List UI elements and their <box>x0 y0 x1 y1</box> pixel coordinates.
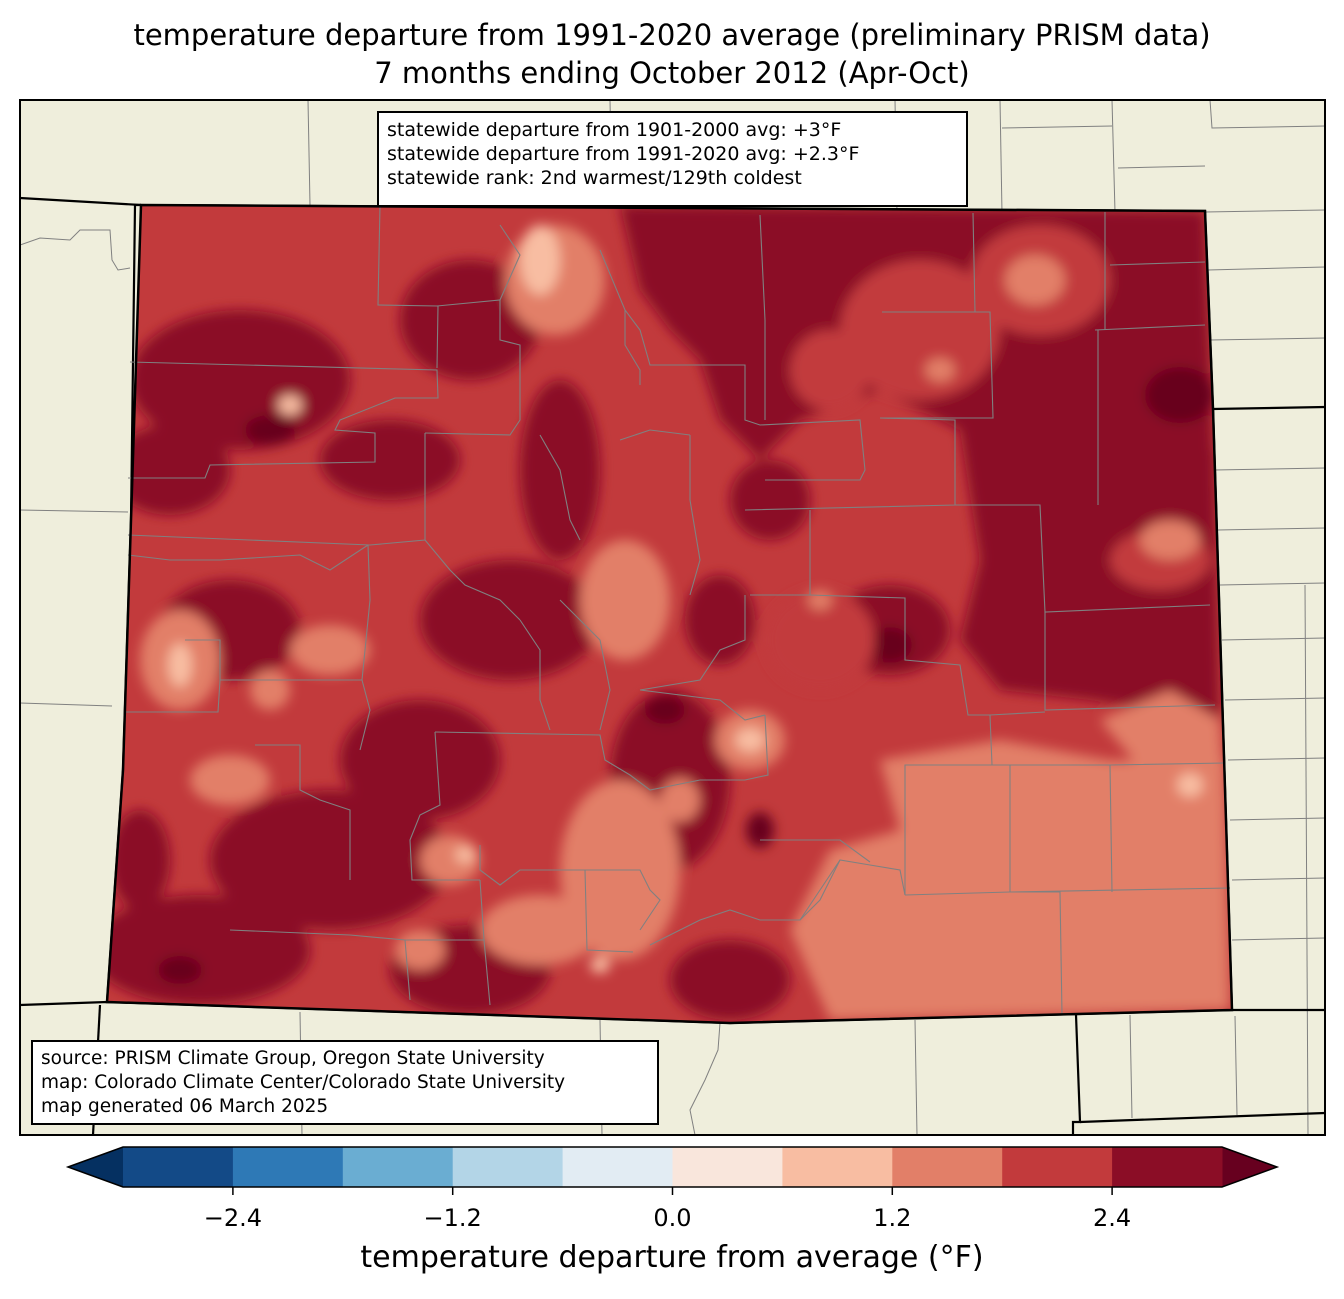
colorbar-tick-label-4: 2.4 <box>1093 1204 1132 1232</box>
colorbar-bin-4 <box>562 1147 673 1187</box>
source-credits-box: source: PRISM Climate Group, Oregon Stat… <box>31 1040 659 1125</box>
colorado-border <box>105 203 1234 1025</box>
colorbar-bin-1 <box>232 1147 344 1187</box>
colorbar-bin-8 <box>1002 1147 1113 1187</box>
colorbar-bin-5 <box>672 1147 783 1187</box>
stats-line-rank: statewide rank: 2nd warmest/129th coldes… <box>387 167 802 189</box>
colorbar-bin-6 <box>782 1147 893 1187</box>
colorbar-bin-9 <box>1112 1147 1223 1187</box>
colorbar-outline <box>65 1146 1280 1188</box>
colorbar-tick-label-1: −1.2 <box>423 1204 482 1232</box>
source-line: source: PRISM Climate Group, Oregon Stat… <box>41 1048 545 1069</box>
colorbar-bin-0 <box>123 1147 234 1187</box>
colorbar <box>65 1146 1280 1195</box>
map-title-line2: 7 months ending October 2012 (Apr-Oct) <box>374 56 970 90</box>
colorbar-bin-2 <box>342 1147 454 1187</box>
colorbar-over-arrow <box>1222 1147 1277 1187</box>
stats-line-1901-2000: statewide departure from 1901-2000 avg: … <box>387 119 842 141</box>
colorado-temperature-field <box>107 205 1232 1023</box>
colorbar-bin-7 <box>892 1147 1003 1187</box>
colorado-county-lines <box>125 204 1231 1016</box>
colorbar-tick-label-0: −2.4 <box>203 1204 263 1232</box>
map-border <box>19 99 1326 1136</box>
map-frame <box>20 100 1325 1135</box>
stats-line-1991-2020: statewide departure from 1991-2020 avg: … <box>387 143 860 165</box>
colorbar-under-arrow <box>68 1147 123 1187</box>
generated-date-line: map generated 06 March 2025 <box>41 1096 329 1117</box>
colorbar-tick-label-3: 1.2 <box>873 1204 912 1232</box>
colorbar-bin-3 <box>452 1147 564 1187</box>
map-title-line1: temperature departure from 1991-2020 ave… <box>133 18 1211 52</box>
colorbar-tick-label-2: 0.0 <box>653 1204 692 1232</box>
statewide-stats-box: statewide departure from 1901-2000 avg: … <box>377 111 968 207</box>
map-credit-line: map: Colorado Climate Center/Colorado St… <box>41 1072 566 1093</box>
colorbar-label: temperature departure from average (°F) <box>360 1240 984 1275</box>
